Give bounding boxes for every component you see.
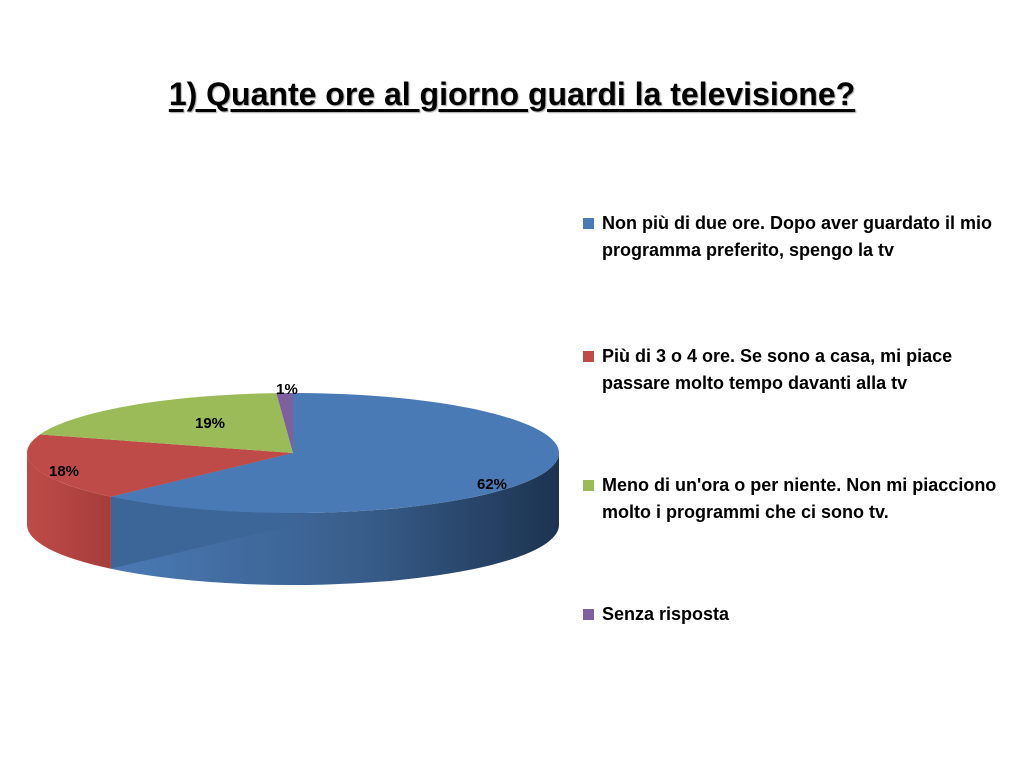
chart-title: 1) Quante ore al giorno guardi la televi… bbox=[168, 76, 856, 112]
pie-slice-side bbox=[110, 453, 560, 585]
pie-slice bbox=[276, 393, 293, 453]
pie-slice bbox=[40, 393, 293, 453]
legend-item: Più di 3 o 4 ore. Se sono a casa, mi pia… bbox=[583, 343, 1003, 397]
legend-item: Senza risposta bbox=[583, 601, 1003, 628]
legend-swatch bbox=[583, 609, 594, 620]
legend-label: Non più di due ore. Dopo aver guardato i… bbox=[602, 213, 993, 260]
pie-slice bbox=[27, 434, 293, 497]
legend-swatch bbox=[583, 480, 594, 491]
legend-swatch bbox=[583, 218, 594, 229]
legend-item: Non più di due ore. Dopo aver guardato i… bbox=[583, 210, 1003, 264]
data-label: 18% bbox=[49, 463, 79, 480]
data-label: 62% bbox=[477, 476, 507, 493]
pie-slice bbox=[110, 393, 560, 513]
data-label: 1% bbox=[276, 381, 298, 398]
legend-item: Meno di un'ora o per niente. Non mi piac… bbox=[583, 472, 1003, 526]
legend-label: Senza risposta bbox=[602, 604, 730, 624]
legend-swatch bbox=[583, 351, 594, 362]
pie-chart: 62% 18% 19% 1% bbox=[26, 381, 560, 585]
legend-label: Meno di un'ora o per niente. Non mi piac… bbox=[602, 475, 997, 522]
legend-label: Più di 3 o 4 ore. Se sono a casa, mi pia… bbox=[602, 346, 953, 393]
pie-slice-side bbox=[26, 453, 111, 569]
data-label: 19% bbox=[195, 415, 225, 432]
